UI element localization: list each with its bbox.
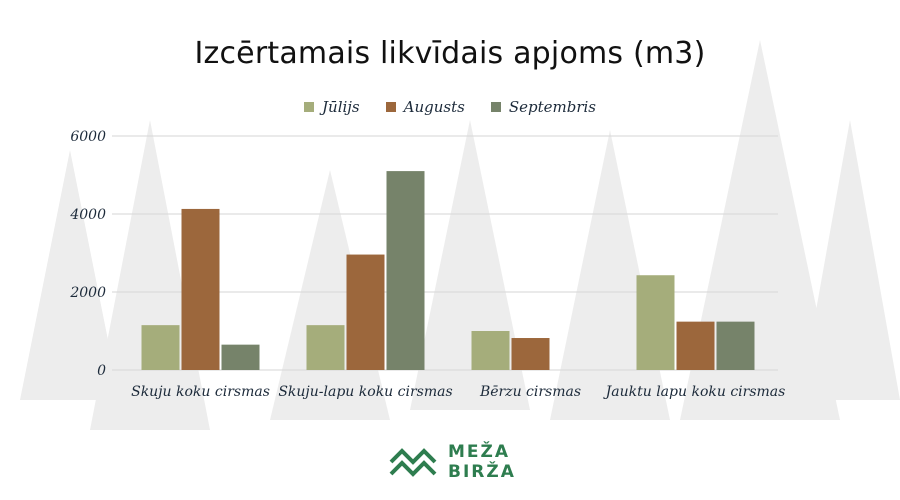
y-tick-label-4000: 4000 (69, 207, 106, 223)
legend-label-augusts: Augusts (403, 98, 465, 116)
bar-4-jlijs (636, 275, 675, 370)
logo-mountains-icon (389, 448, 437, 477)
legend-swatch-augusts (385, 102, 396, 112)
y-tick-label-2000: 2000 (69, 285, 106, 301)
legend-item-septembris: Septembris (490, 98, 596, 116)
legend-item-julijs: Jūlijs (304, 98, 360, 116)
logo-text: MEŽA BIRŽA (448, 442, 516, 482)
legend-label-julijs: Jūlijs (322, 98, 360, 116)
legend-item-augusts: Augusts (385, 98, 465, 116)
bar-3-augusts (511, 338, 550, 370)
logo: MEŽA BIRŽA (388, 442, 516, 482)
y-tick-label-0: 0 (97, 363, 106, 379)
x-tick-label-4: Jauktu lapu koku cirsmas (603, 384, 786, 400)
legend-swatch-septembris (490, 102, 501, 112)
logo-line-1: MEŽA (448, 442, 511, 462)
bar-1-augusts (181, 208, 220, 370)
chart-title: Izcērtamais likvīdais apjoms (m3) (194, 36, 706, 71)
bar-2-jlijs (306, 325, 345, 370)
chart-legend: Jūlijs Augusts Septembris (0, 98, 900, 116)
legend-swatch-julijs (304, 102, 315, 112)
x-tick-label-2: Skuju-lapu koku cirsmas (278, 384, 452, 400)
bar-4-septembris (716, 321, 755, 370)
bar-2-septembris (386, 171, 425, 370)
bar-2-augusts (346, 254, 385, 370)
bar-4-augusts (676, 321, 715, 370)
bar-3-jlijs (471, 331, 510, 370)
logo-line-2: BIRŽA (448, 462, 516, 482)
legend-label-septembris: Septembris (508, 98, 596, 116)
bar-1-septembris (221, 344, 260, 370)
x-tick-label-3: Bērzu cirsmas (479, 384, 581, 400)
x-tick-label-1: Skuju koku cirsmas (131, 384, 270, 400)
y-tick-label-6000: 6000 (70, 129, 106, 145)
bar-1-jlijs (141, 325, 180, 370)
